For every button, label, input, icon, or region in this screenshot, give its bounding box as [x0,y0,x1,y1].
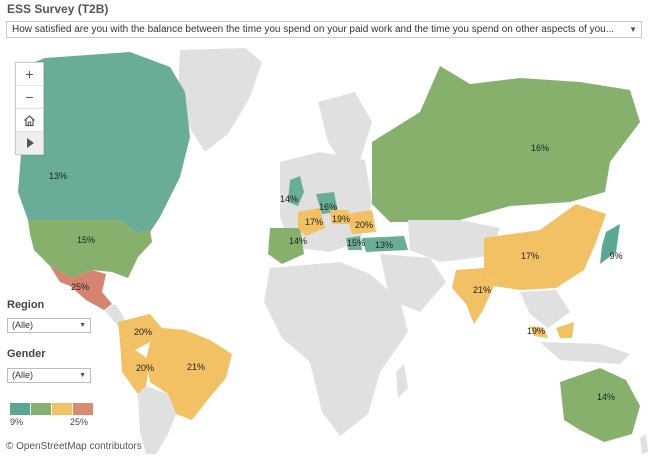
new-zealand-shape [640,434,648,454]
question-dropdown-value: How satisfied are you with the balance b… [12,24,615,35]
choropleth-map[interactable]: 13% 15% 25% 20% 20% 21% 14% 14% 17% 16% … [0,42,650,456]
dashboard-title: ESS Survey (T2B) [7,2,109,16]
country-colombia[interactable] [118,314,162,350]
label-usa: 15% [76,235,96,245]
country-china[interactable] [484,204,606,290]
country-usa[interactable] [28,220,152,278]
country-brazil[interactable] [146,328,232,420]
label-malaysia: 19% [526,326,546,336]
region-filter-value: (Alle) [12,320,34,330]
label-turkey: 13% [374,240,394,250]
label-india: 21% [472,285,492,295]
country-spain[interactable] [268,228,304,264]
zoom-in-button[interactable]: + [16,63,43,86]
country-turkey[interactable] [362,236,408,252]
map-attribution: © OpenStreetMap contributors [6,441,142,452]
label-france: 17% [304,217,324,227]
home-button[interactable] [16,109,43,132]
legend-min-label: 9% [10,417,24,427]
country-peru[interactable] [120,342,150,394]
home-icon [24,114,35,126]
gender-filter-label: Gender [7,348,46,360]
color-legend: 9% 25% [10,403,94,427]
expand-toolbar-button[interactable] [16,132,43,154]
country-canada[interactable] [18,52,190,232]
chevron-down-icon: ▼ [79,372,86,379]
legend-swatches [10,403,94,415]
label-china: 17% [520,251,540,261]
legend-swatch [10,403,30,415]
country-japan[interactable] [600,224,620,264]
central-asia-shape [408,220,500,262]
country-czechia[interactable] [330,210,350,224]
country-uk[interactable] [288,176,304,206]
country-australia[interactable] [560,368,640,442]
label-mexico: 25% [70,282,90,292]
label-colombia: 20% [133,327,153,337]
legend-swatch [73,403,93,415]
label-czechia: 19% [331,214,351,224]
country-poland[interactable] [346,210,376,234]
country-mexico[interactable] [50,266,112,310]
gender-filter-select[interactable]: (Alle) ▼ [7,368,91,383]
play-icon [26,138,34,148]
scandinavia-shape [318,92,372,160]
greenland-shape [178,48,262,152]
label-germany: 16% [318,202,338,212]
country-india[interactable] [452,268,494,324]
country-germany[interactable] [316,192,338,214]
country-france[interactable] [298,208,325,236]
country-russia[interactable] [372,66,640,222]
south-america-shape [138,386,176,454]
label-spain: 14% [288,236,308,246]
label-poland: 20% [354,220,374,230]
region-filter-label: Region [7,299,45,311]
africa-shape [264,262,408,436]
chevron-down-icon: ▼ [79,322,86,329]
gender-filter-value: (Alle) [12,370,34,380]
madagascar-shape [396,364,408,398]
label-japan: 9% [609,251,623,261]
legend-max-label: 25% [70,417,89,427]
label-uk: 14% [279,194,299,204]
label-russia: 16% [530,143,550,153]
southeast-asia-shape [520,290,570,328]
country-greece[interactable] [346,236,362,250]
map-canvas[interactable] [0,42,650,456]
legend-swatch [52,403,72,415]
country-malaysia[interactable] [530,322,574,338]
label-australia: 14% [596,392,616,402]
label-canada: 13% [48,171,68,181]
chevron-down-icon: ▼ [629,25,637,34]
question-dropdown[interactable]: How satisfied are you with the balance b… [6,21,642,38]
legend-swatch [31,403,51,415]
indonesia-shape [540,342,630,364]
label-brazil: 21% [186,362,206,372]
region-filter-select[interactable]: (Alle) ▼ [7,318,91,333]
label-greece: 15% [346,238,366,248]
map-zoom-toolbar: + − [15,62,44,155]
zoom-out-button[interactable]: − [16,86,43,109]
label-peru: 20% [135,363,155,373]
